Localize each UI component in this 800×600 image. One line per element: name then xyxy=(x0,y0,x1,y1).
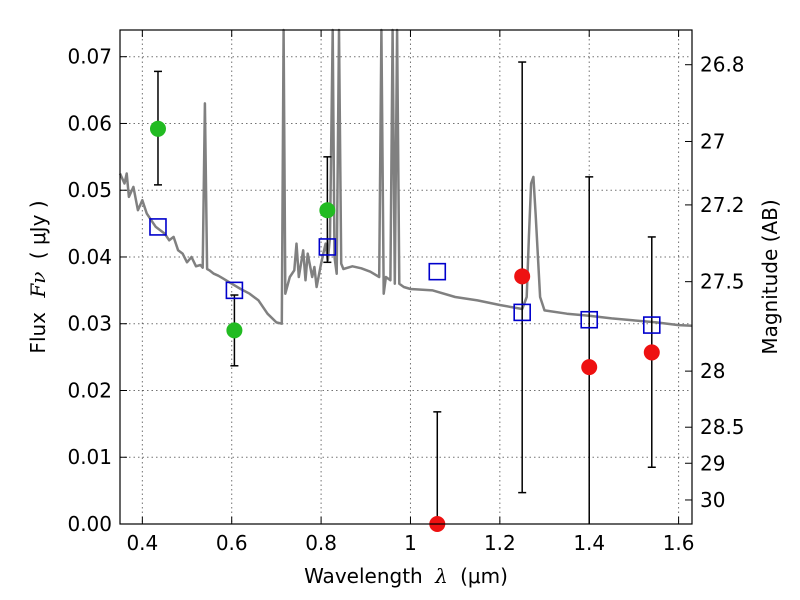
x-axis-label-text: Wavelength xyxy=(304,564,423,588)
model-photometry-square xyxy=(428,262,447,281)
y-tick-label: 0.00 xyxy=(67,512,112,536)
x-tick-label: 1.4 xyxy=(573,531,605,555)
observed-green-point xyxy=(319,202,336,219)
observed-red-point xyxy=(643,344,660,361)
x-axis-symbol: λ xyxy=(434,564,448,588)
y-tick-label: 0.02 xyxy=(67,378,112,402)
y-tick-label: 0.03 xyxy=(67,312,112,336)
y2-tick-label: 29 xyxy=(700,451,725,475)
x-tick-label: 1 xyxy=(404,531,417,555)
y-tick-label: 0.01 xyxy=(67,445,112,469)
y2-tick-label: 28 xyxy=(700,359,725,383)
model-photometry-square xyxy=(318,238,337,256)
model-photometry-square xyxy=(580,310,599,329)
y-axis-unit: ( μJy ) xyxy=(26,200,50,259)
y-tick-label: 0.04 xyxy=(67,245,112,269)
spectrum-layer xyxy=(118,28,693,327)
model-photometry-square xyxy=(225,281,244,300)
label-layer: 0.4 0.6 0.8 1 1.2 1.4 1.6 0.00 0.01 0.02 0.03 0.04 0… xyxy=(67,45,744,555)
x-axis-unit: (μm) xyxy=(460,564,508,588)
model-photometry-square xyxy=(642,316,661,334)
y-tick-label: 0.05 xyxy=(67,178,112,202)
x-axis-label: Wavelength λ (μm) xyxy=(304,564,508,588)
y-tick-label: 0.06 xyxy=(67,111,112,135)
y2-tick-label: 30 xyxy=(700,488,725,512)
y2-axis-label: Magnitude (AB) xyxy=(758,199,782,354)
x-tick-label: 1.6 xyxy=(663,531,695,555)
x-tick-label: 0.6 xyxy=(216,531,248,555)
model-spectrum-line xyxy=(118,28,693,327)
y2-tick-label: 26.8 xyxy=(700,53,745,77)
y-axis-label: Flux Fν ( μJy ) xyxy=(26,200,50,353)
y2-tick-label: 27.5 xyxy=(700,270,745,294)
plot-frame xyxy=(119,29,693,525)
observed-green-point xyxy=(226,322,243,339)
x-tick-label: 0.8 xyxy=(305,531,337,555)
marker-layer xyxy=(149,120,661,532)
model-photometry-square xyxy=(149,218,167,236)
x-tick-label: 0.4 xyxy=(126,531,158,555)
y2-tick-label: 28.5 xyxy=(700,415,745,439)
y-axis-label-text: Flux xyxy=(26,312,50,354)
y-axis-symbol: Fν xyxy=(26,272,50,299)
y2-tick-label: 27.2 xyxy=(700,193,745,217)
errorbar-layer xyxy=(153,61,656,524)
observed-red-point xyxy=(514,268,531,285)
model-photometry-square xyxy=(513,303,531,322)
tick-layer xyxy=(120,30,692,525)
x-tick-label: 1.2 xyxy=(484,531,516,555)
y2-tick-label: 27 xyxy=(700,129,725,153)
y-tick-label: 0.07 xyxy=(67,45,112,69)
observed-green-point xyxy=(149,120,166,137)
observed-red-point xyxy=(581,359,598,376)
